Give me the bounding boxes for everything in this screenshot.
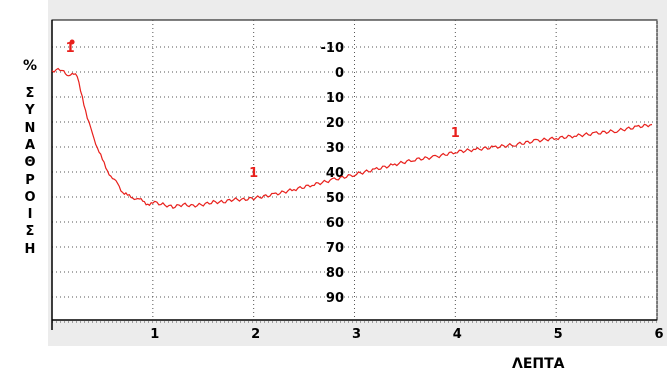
x-tick-label: 6 [654, 327, 663, 342]
x-tick-label: 3 [352, 327, 361, 342]
x-tick-label: 1 [150, 327, 159, 342]
y-axis-label-char: Η [24, 241, 36, 257]
y-tick-label: 50 [326, 191, 344, 206]
left-panel [0, 0, 48, 346]
y-tick-label: -10 [321, 41, 345, 56]
y-axis-label-char: Υ [25, 103, 35, 119]
annotation-label: 1 [451, 126, 460, 141]
x-tick-label: 5 [554, 327, 563, 342]
y-axis-label-char: Ρ [25, 172, 35, 188]
y-tick-label: 60 [326, 216, 344, 231]
y-axis-label-char: Ι [27, 207, 33, 223]
y-tick-label: 30 [326, 141, 344, 156]
bottom-panel [0, 346, 667, 386]
y-tick-label: 40 [326, 166, 344, 181]
x-tick-label: 4 [453, 327, 462, 342]
y-axis-label-char: Α [24, 137, 36, 153]
y-tick-label: 90 [326, 291, 344, 306]
y-tick-label: 10 [326, 91, 344, 106]
x-tick-label: 2 [251, 327, 260, 342]
y-axis-unit: % [23, 58, 38, 74]
y-tick-label: 0 [335, 66, 344, 81]
x-axis-label: ΛΕΠΤΑ [512, 356, 565, 372]
series-line [51, 67, 653, 209]
y-axis-label-char: Ν [24, 120, 36, 136]
y-axis-label-char: Ο [24, 189, 36, 205]
y-tick-label: 80 [326, 266, 344, 281]
y-tick-label: 70 [326, 241, 344, 256]
plot-area [51, 19, 658, 321]
annotation-label: 1 [66, 41, 75, 56]
start-marker [69, 39, 75, 45]
y-tick-label: 20 [326, 116, 344, 131]
annotation-label: 1 [249, 166, 258, 181]
y-axis-label-char: Θ [24, 155, 36, 171]
y-axis-label-char: Σ [25, 224, 35, 240]
y-axis-label-char: Σ [25, 86, 35, 101]
